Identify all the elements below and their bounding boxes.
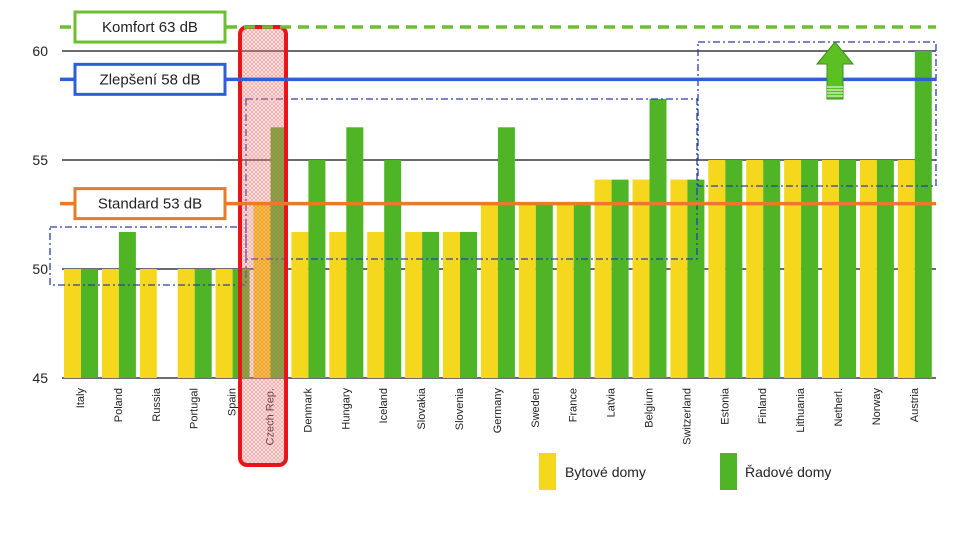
y-tick-label: 45 bbox=[32, 370, 48, 386]
category-label: Sweden bbox=[530, 388, 542, 428]
y-tick-label: 50 bbox=[32, 261, 48, 277]
category-label: Poland bbox=[113, 388, 125, 422]
category-label: Switzerland bbox=[681, 388, 693, 445]
bar-bytove-22 bbox=[897, 160, 915, 378]
bar-radove-1 bbox=[118, 231, 136, 378]
bar-radove-10 bbox=[460, 231, 477, 378]
ref-label-box-0 bbox=[73, 10, 227, 44]
bar-radove-22 bbox=[914, 51, 932, 378]
legend: Bytové domy Řadové domy bbox=[539, 453, 831, 490]
bar-radove-12 bbox=[535, 203, 553, 378]
bar-bytove-15 bbox=[632, 179, 650, 378]
bars-group bbox=[64, 51, 932, 379]
category-label: Iceland bbox=[378, 388, 390, 423]
legend-label-0: Bytové domy bbox=[565, 464, 646, 480]
y-tick-label: 55 bbox=[32, 152, 48, 168]
bar-bytove-14 bbox=[594, 179, 612, 378]
reference-lines: Komfort 63 dB Zlepšení 58 dB Standard 53 d… bbox=[60, 10, 936, 221]
category-labels: ItalyPolandRussiaPortugalSpainCzech Rep.… bbox=[75, 387, 921, 445]
bar-bytove-9 bbox=[405, 231, 423, 378]
bar-radove-8 bbox=[384, 160, 402, 378]
ref-label-box-2 bbox=[73, 187, 227, 221]
category-label: Finland bbox=[757, 388, 769, 424]
bar-bytove-19 bbox=[784, 160, 802, 378]
bar-bytove-11 bbox=[480, 203, 498, 378]
bar-radove-21 bbox=[876, 160, 894, 378]
category-label: Slovakia bbox=[416, 387, 428, 429]
category-label: Spain bbox=[227, 388, 239, 416]
category-label: Slovenia bbox=[454, 387, 466, 430]
bar-bytove-20 bbox=[822, 160, 839, 378]
bar-radove-20 bbox=[839, 160, 856, 378]
bar-radove-18 bbox=[763, 160, 781, 378]
bar-radove-6 bbox=[308, 160, 326, 378]
bar-bytove-10 bbox=[443, 231, 460, 378]
category-label: Russia bbox=[151, 387, 163, 422]
bar-bytove-8 bbox=[367, 231, 385, 378]
legend-swatch-1 bbox=[720, 453, 737, 490]
bar-radove-14 bbox=[611, 179, 629, 378]
category-label: Lithuania bbox=[795, 387, 807, 433]
y-tick-labels: 45 50 55 60 bbox=[32, 43, 48, 386]
ref-label-box-1 bbox=[73, 62, 227, 96]
bar-radove-13 bbox=[573, 203, 591, 378]
y-tick-label: 60 bbox=[32, 43, 48, 59]
bar-radove-7 bbox=[346, 127, 364, 378]
bar-bytove-16 bbox=[670, 179, 688, 378]
ref-label-1: Zlepšení 58 dB bbox=[100, 71, 201, 88]
bar-bytove-2 bbox=[139, 269, 157, 378]
category-label: Hungary bbox=[340, 388, 352, 430]
category-label: Norway bbox=[871, 388, 883, 426]
bar-radove-11 bbox=[497, 127, 515, 378]
legend-label-1: Řadové domy bbox=[745, 464, 831, 480]
bar-radove-0 bbox=[81, 269, 98, 378]
bar-radove-16 bbox=[687, 179, 705, 378]
bar-bytove-18 bbox=[746, 160, 764, 378]
bar-radove-9 bbox=[422, 231, 440, 378]
ref-label-0: Komfort 63 dB bbox=[102, 19, 198, 36]
highlight-czech bbox=[238, 25, 288, 467]
category-label: Latvia bbox=[606, 387, 618, 417]
category-label: Denmark bbox=[302, 388, 314, 433]
bar-bytove-1 bbox=[101, 269, 119, 378]
category-label: France bbox=[568, 388, 580, 422]
up-arrow-icon bbox=[815, 41, 855, 100]
bar-bytove-12 bbox=[518, 203, 536, 378]
category-label: Belgium bbox=[644, 388, 656, 428]
category-label: Italy bbox=[75, 388, 87, 409]
bar-bytove-7 bbox=[329, 231, 347, 378]
bar-radove-17 bbox=[725, 160, 743, 378]
category-label: Austria bbox=[909, 387, 921, 422]
bar-bytove-4 bbox=[215, 269, 233, 378]
category-label: Estonia bbox=[719, 387, 731, 425]
category-label: Germany bbox=[492, 388, 504, 434]
bar-radove-15 bbox=[649, 98, 667, 379]
bar-radove-3 bbox=[194, 269, 212, 378]
legend-swatch-0 bbox=[539, 453, 556, 490]
bar-bytove-21 bbox=[859, 160, 877, 378]
category-label: Portugal bbox=[189, 388, 201, 429]
bar-bytove-0 bbox=[64, 269, 81, 378]
bar-bytove-3 bbox=[177, 269, 195, 378]
ref-label-2: Standard 53 dB bbox=[98, 196, 202, 213]
highlight-box bbox=[238, 25, 288, 467]
group-outline-high bbox=[697, 41, 937, 187]
bar-bytove-17 bbox=[708, 160, 726, 378]
category-label: Netherl. bbox=[833, 388, 845, 427]
bar-bytove-6 bbox=[291, 231, 309, 378]
bar-radove-19 bbox=[801, 160, 819, 378]
bar-bytove-13 bbox=[556, 203, 574, 378]
